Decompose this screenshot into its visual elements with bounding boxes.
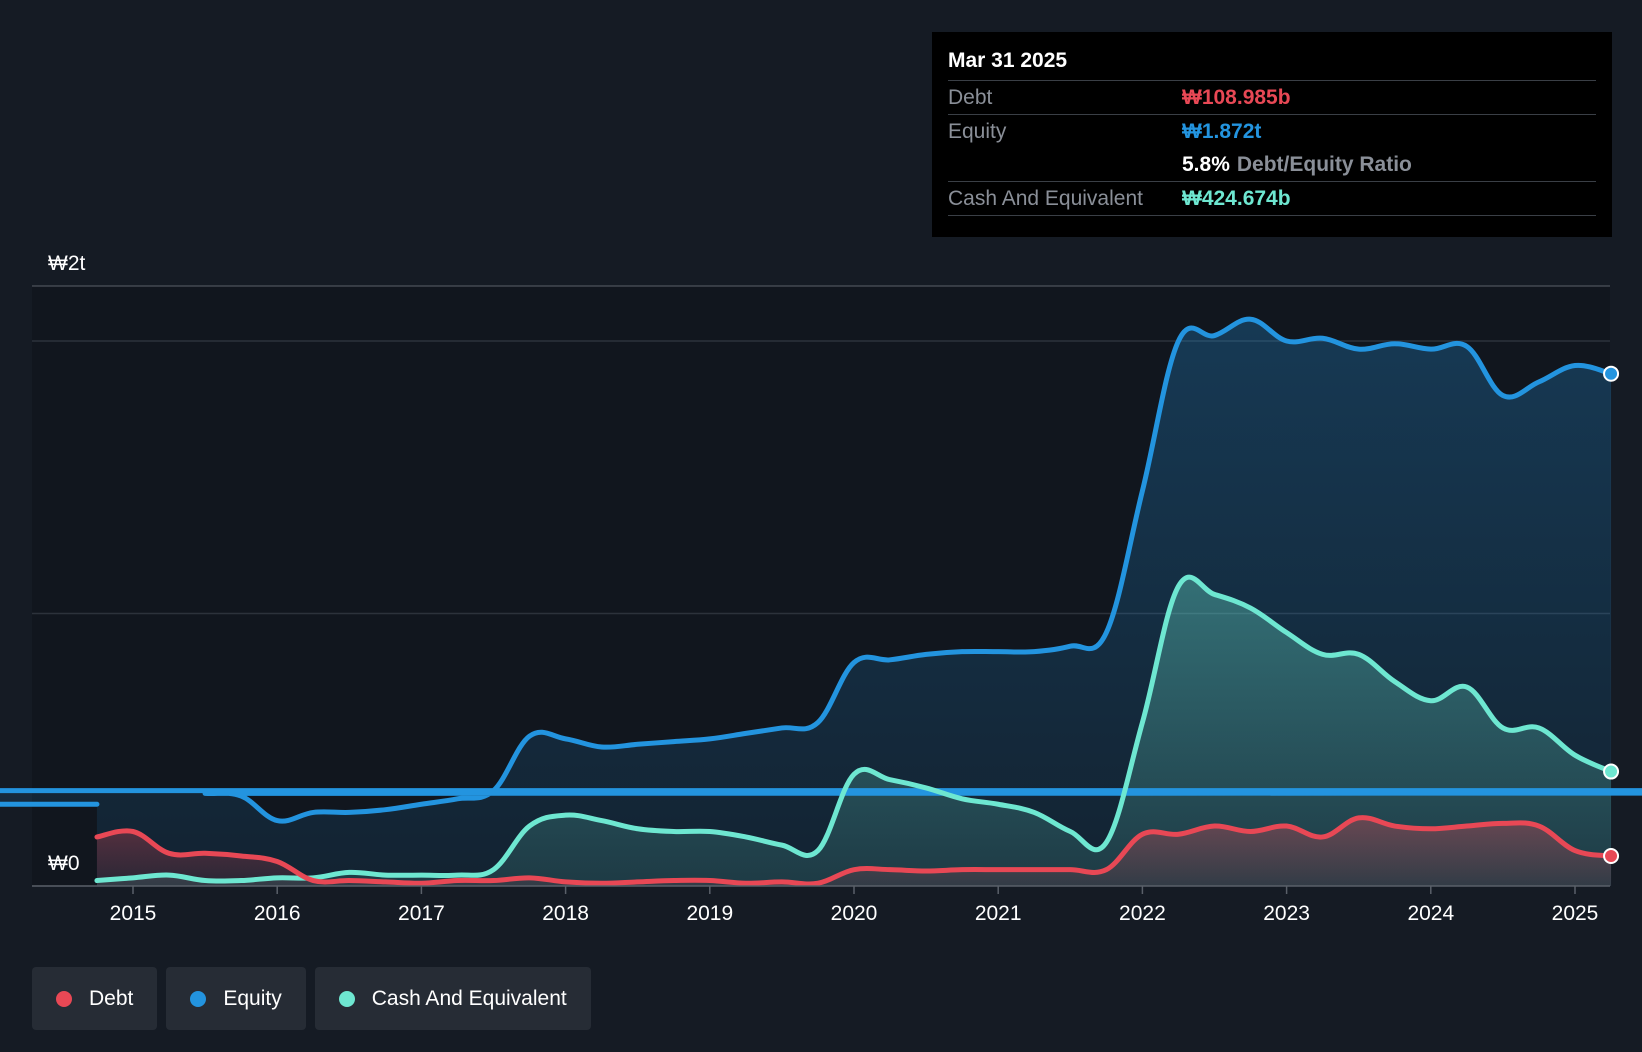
tooltip-cash-value: ₩424.674b <box>1182 186 1291 210</box>
equity-end-point <box>1603 365 1620 382</box>
legend: Debt Equity Cash And Equivalent <box>32 967 600 1030</box>
y-axis-top-label: ₩2t <box>48 252 86 275</box>
tooltip-equity-row: Equity ₩1.872t <box>948 114 1596 148</box>
cash-line <box>94 574 1614 884</box>
debt-line <box>94 815 1614 887</box>
legend-item-equity[interactable]: Equity <box>166 967 306 1030</box>
tooltip-ratio-label: Debt/Equity Ratio <box>1236 152 1412 176</box>
x-tick-label-2018: 2018 <box>542 902 589 925</box>
tooltip-date: Mar 31 2025 <box>948 49 1068 72</box>
x-tick-label-2016: 2016 <box>254 902 301 925</box>
tooltip-cash-label: Cash And Equivalent <box>948 186 1143 210</box>
legend-dot-equity-icon <box>190 990 207 1007</box>
cash-area <box>96 577 1612 886</box>
tooltip-cash-row: Cash And Equivalent ₩424.674b <box>948 181 1596 216</box>
cash-end-point <box>1603 763 1620 780</box>
tooltip-debt-row: Debt ₩108.985b <box>948 80 1596 114</box>
tooltip-equity-value: ₩1.872t <box>1182 119 1262 143</box>
x-tick-label-2022: 2022 <box>1119 902 1166 925</box>
x-tick-label-2023: 2023 <box>1263 902 1310 925</box>
x-tick-label-2019: 2019 <box>686 902 733 925</box>
legend-item-debt[interactable]: Debt <box>32 967 158 1030</box>
tooltip-ratio-row: 5.8% Debt/Equity Ratio <box>948 148 1596 181</box>
legend-label-cash: Cash And Equivalent <box>371 986 567 1010</box>
x-tick-label-2020: 2020 <box>831 902 878 925</box>
x-tick-label-2025: 2025 <box>1552 902 1599 925</box>
legend-dot-debt-icon <box>56 990 72 1007</box>
legend-dot-cash-icon <box>338 990 355 1007</box>
x-tick-label-2024: 2024 <box>1407 902 1454 925</box>
tooltip-debt-value: ₩108.985b <box>1182 85 1291 109</box>
tooltip: Mar 31 2025 Debt ₩108.985b Equity ₩1.872… <box>932 32 1612 237</box>
tooltip-debt-label: Debt <box>948 85 993 109</box>
x-tick-label-2021: 2021 <box>975 902 1022 925</box>
debt-end-point <box>1603 848 1620 865</box>
legend-item-cash[interactable]: Cash And Equivalent <box>314 967 591 1030</box>
legend-label-equity: Equity <box>223 986 282 1010</box>
tooltip-equity-label: Equity <box>948 119 1007 143</box>
x-tick-label-2017: 2017 <box>398 902 445 925</box>
y-axis-bottom-label: ₩0 <box>48 852 80 875</box>
legend-label-debt: Debt <box>89 986 134 1010</box>
debt-area <box>96 817 1612 886</box>
x-tick-label-2015: 2015 <box>110 902 157 925</box>
tooltip-ratio-value: 5.8% <box>1182 152 1230 176</box>
